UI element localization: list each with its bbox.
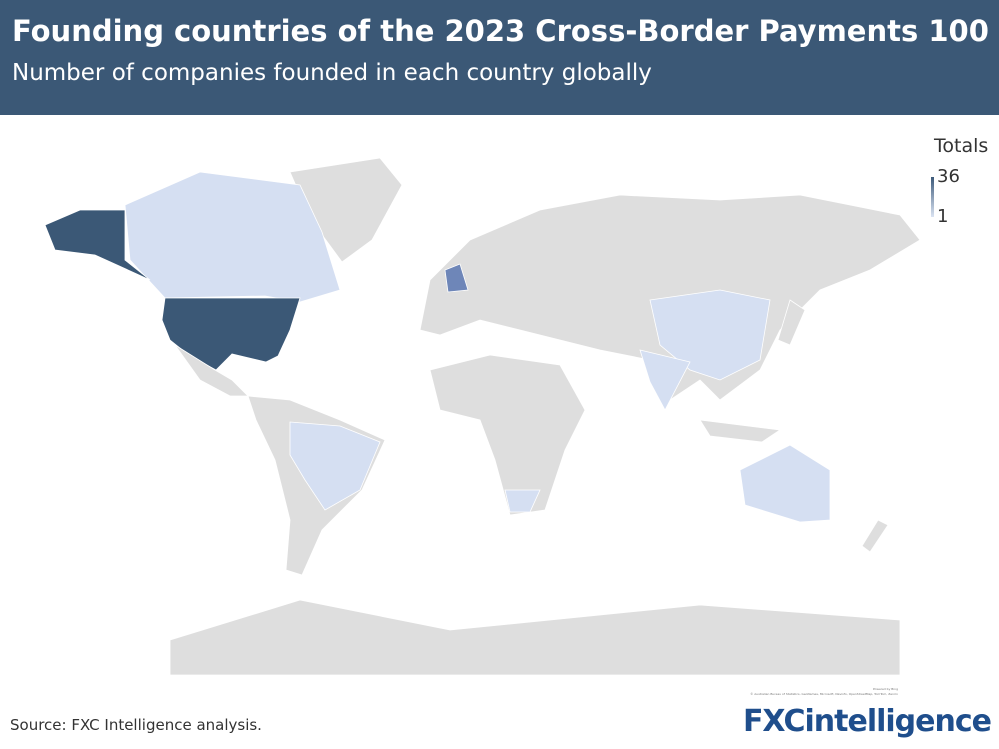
south-africa: [504, 489, 541, 513]
attribution: Powered by Bing: [873, 687, 898, 691]
countries: [44, 157, 921, 676]
legend-title: Totals: [933, 135, 988, 157]
new-zealand: [861, 519, 889, 553]
uk: [444, 263, 469, 293]
japan: [777, 299, 806, 346]
legend-tick-label: 36: [937, 166, 960, 187]
logo: FXCintelligence: [742, 704, 992, 739]
australia: [739, 444, 831, 523]
brazil: [289, 421, 381, 511]
africa: [429, 354, 586, 516]
header: Founding countries of the 2023 Cross-Bor…: [0, 0, 999, 115]
usa: [161, 297, 301, 371]
china: [649, 289, 771, 381]
legend-tick-label: 1: [937, 206, 948, 227]
source: Source: FXC Intelligence analysis.: [10, 716, 262, 734]
title: Founding countries of the 2023 Cross-Bor…: [12, 14, 989, 48]
legend-bar: [931, 177, 934, 217]
subtitle: Number of companies founded in each coun…: [12, 60, 652, 86]
antarctica: [169, 599, 901, 676]
attribution: © Australian Bureau of Statistics, GeoNa…: [750, 692, 898, 696]
india: [639, 349, 691, 411]
indonesia: [699, 419, 782, 443]
alaska: [44, 209, 151, 281]
